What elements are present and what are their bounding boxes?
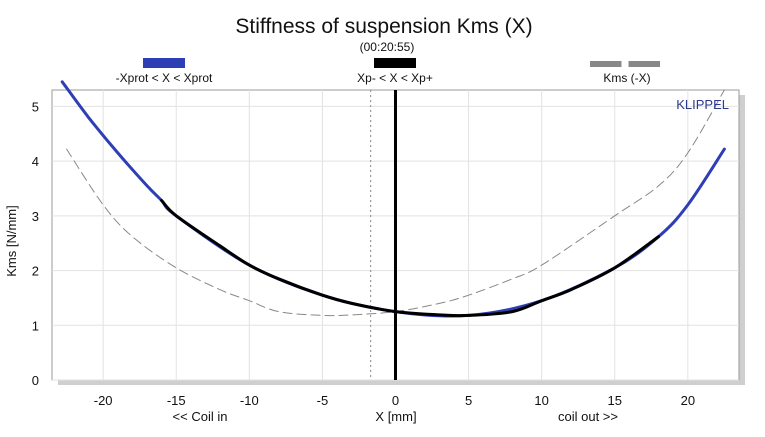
x-tick-label: 5 bbox=[465, 393, 472, 408]
legend-swatch bbox=[590, 61, 622, 67]
x-axis-label: X [mm] bbox=[375, 409, 416, 424]
chart-title: Stiffness of suspension Kms (X) bbox=[235, 15, 532, 38]
x-tick-label: -10 bbox=[240, 393, 259, 408]
series-group bbox=[60, 80, 726, 318]
y-tick-label: 3 bbox=[32, 209, 39, 224]
y-tick-label: 0 bbox=[32, 373, 39, 388]
legend-swatch bbox=[628, 61, 660, 67]
y-tick-label: 5 bbox=[32, 99, 39, 114]
y-tick-label: 4 bbox=[32, 154, 39, 169]
y-tick-labels: 0 1 2 3 4 5 bbox=[32, 99, 39, 388]
reference-lines bbox=[370, 90, 397, 380]
x-tick-label: 15 bbox=[608, 393, 622, 408]
y-axis-label: Kms [N/mm] bbox=[4, 205, 19, 277]
y-tick-label: 2 bbox=[32, 264, 39, 279]
series-line-xp bbox=[160, 199, 661, 318]
legend-label: -Xprot < X < Xprot bbox=[116, 71, 213, 85]
x-tick-label: 10 bbox=[534, 393, 548, 408]
legend-swatch bbox=[374, 58, 416, 68]
legend-swatch bbox=[143, 58, 185, 68]
y-tick-label: 1 bbox=[32, 318, 39, 333]
brand-label: KLIPPEL bbox=[676, 97, 729, 112]
x-axis-label-right: coil out >> bbox=[558, 409, 618, 424]
x-tick-label: -20 bbox=[94, 393, 113, 408]
x-axis-label-left: << Coil in bbox=[173, 409, 228, 424]
series-line-kms-neg-x bbox=[66, 89, 725, 317]
legend-label: Kms (-X) bbox=[603, 71, 650, 85]
legend-label: Xp- < X < Xp+ bbox=[357, 71, 433, 85]
x-tick-label: -15 bbox=[167, 393, 186, 408]
x-tick-label: -5 bbox=[317, 393, 329, 408]
chart-subtitle: (00:20:55) bbox=[360, 40, 415, 54]
legend: -Xprot < X < Xprot Xp- < X < Xp+ Kms (-X) bbox=[116, 58, 660, 85]
x-tick-label: 20 bbox=[681, 393, 695, 408]
x-tick-labels: -20 -15 -10 -5 0 5 10 15 20 bbox=[94, 393, 695, 408]
x-tick-label: 0 bbox=[392, 393, 399, 408]
